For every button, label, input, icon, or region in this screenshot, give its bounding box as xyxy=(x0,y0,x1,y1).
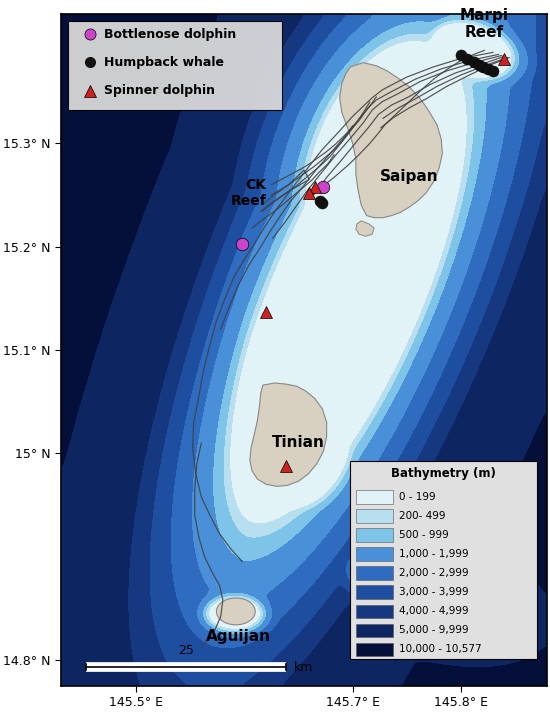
Text: Tinian: Tinian xyxy=(272,436,325,451)
FancyBboxPatch shape xyxy=(350,461,537,659)
Text: Saipan: Saipan xyxy=(379,169,438,184)
FancyBboxPatch shape xyxy=(356,509,393,523)
Text: 5,000 - 9,999: 5,000 - 9,999 xyxy=(399,625,469,635)
Text: 25: 25 xyxy=(178,644,194,657)
FancyBboxPatch shape xyxy=(68,21,282,110)
Text: Marpi
Reef: Marpi Reef xyxy=(460,8,509,40)
Text: Humpback whale: Humpback whale xyxy=(104,56,224,69)
Text: Aguijan: Aguijan xyxy=(206,629,271,644)
Text: Tatsumi
Reef: Tatsumi Reef xyxy=(389,565,450,595)
Polygon shape xyxy=(250,383,327,486)
Text: 2,000 - 2,999: 2,000 - 2,999 xyxy=(399,568,469,578)
FancyBboxPatch shape xyxy=(356,528,393,542)
Text: 0 - 199: 0 - 199 xyxy=(399,492,436,502)
Polygon shape xyxy=(217,598,255,625)
FancyBboxPatch shape xyxy=(356,585,393,600)
Polygon shape xyxy=(340,63,442,218)
FancyBboxPatch shape xyxy=(356,604,393,618)
Text: 500 - 999: 500 - 999 xyxy=(399,530,449,540)
FancyBboxPatch shape xyxy=(356,642,393,656)
Text: Spinner dolphin: Spinner dolphin xyxy=(104,84,216,97)
FancyBboxPatch shape xyxy=(356,491,393,504)
Text: 3,000 - 3,999: 3,000 - 3,999 xyxy=(399,587,469,597)
Text: Bathymetry (m): Bathymetry (m) xyxy=(392,468,496,481)
Polygon shape xyxy=(356,221,374,236)
FancyBboxPatch shape xyxy=(356,548,393,561)
Text: 1,000 - 1,999: 1,000 - 1,999 xyxy=(399,549,469,559)
Text: CK
Reef: CK Reef xyxy=(230,178,266,208)
Text: 200- 499: 200- 499 xyxy=(399,511,446,521)
Text: 10,000 - 10,577: 10,000 - 10,577 xyxy=(399,644,482,654)
FancyBboxPatch shape xyxy=(356,567,393,580)
Text: 4,000 - 4,999: 4,000 - 4,999 xyxy=(399,607,469,617)
Text: Bottlenose dolphin: Bottlenose dolphin xyxy=(104,28,236,41)
FancyBboxPatch shape xyxy=(356,624,393,637)
Text: km: km xyxy=(294,661,313,674)
